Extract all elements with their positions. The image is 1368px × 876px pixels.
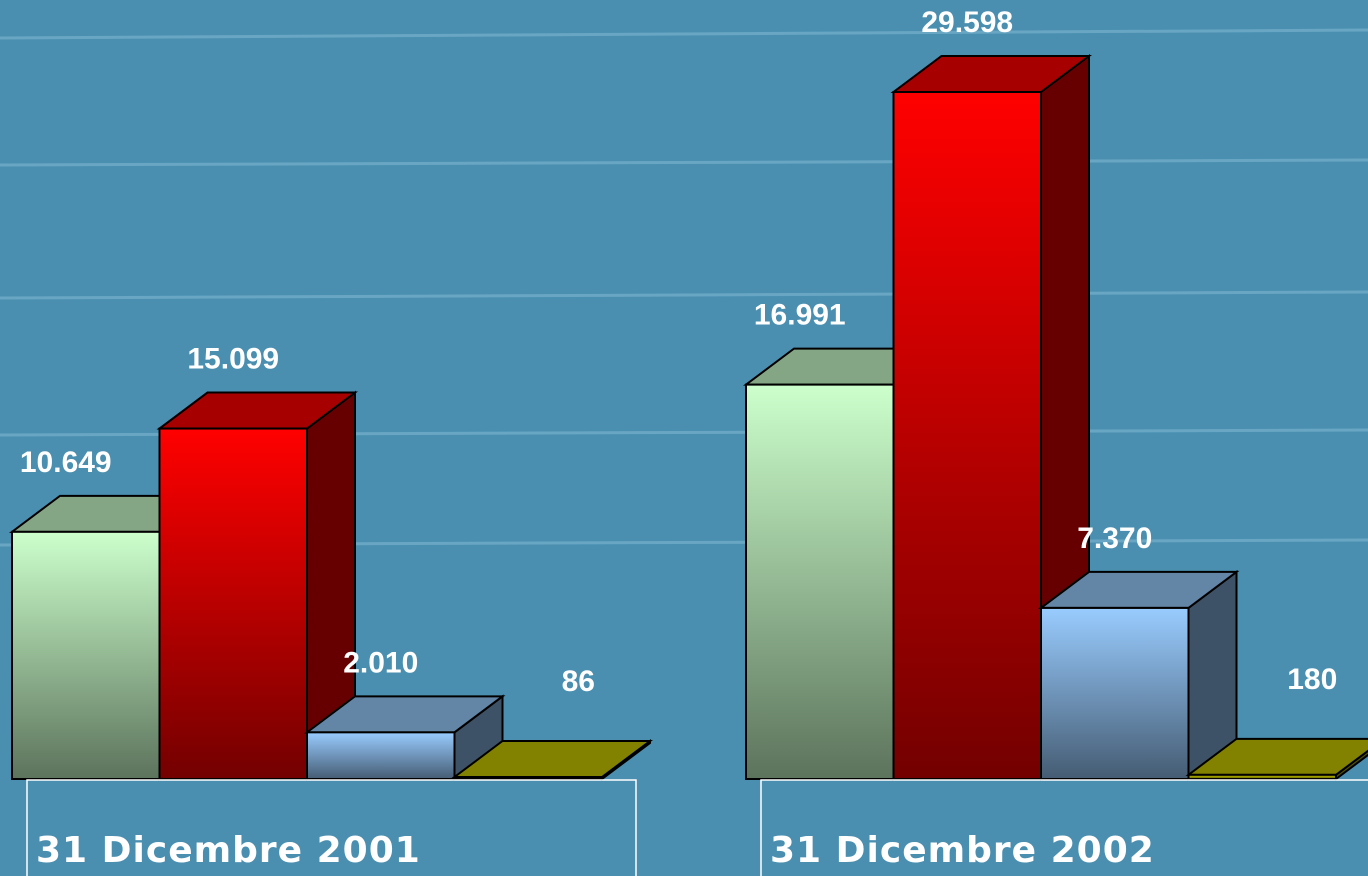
bar-shade xyxy=(306,731,456,780)
bar-shade xyxy=(453,776,603,780)
bar-shade xyxy=(11,530,161,780)
category-box xyxy=(760,779,1368,876)
value-label: 10.649 xyxy=(20,446,112,479)
bar-shade xyxy=(1040,606,1190,781)
category-label: 31 Dicembre 2002 xyxy=(770,830,1155,871)
value-label: 16.991 xyxy=(754,299,846,332)
bar-shade xyxy=(892,91,1042,780)
value-label: 180 xyxy=(1287,663,1337,696)
bar-shade xyxy=(745,383,895,780)
value-label: 7.370 xyxy=(1077,522,1152,555)
category-label: 31 Dicembre 2001 xyxy=(36,830,421,871)
value-label: 86 xyxy=(562,665,595,698)
value-label: 15.099 xyxy=(187,343,279,376)
bar-shade xyxy=(1187,773,1337,781)
category-box xyxy=(26,779,637,876)
value-label: 2.010 xyxy=(343,646,418,679)
value-label: 29.598 xyxy=(921,6,1013,39)
bar-shade xyxy=(158,427,308,780)
